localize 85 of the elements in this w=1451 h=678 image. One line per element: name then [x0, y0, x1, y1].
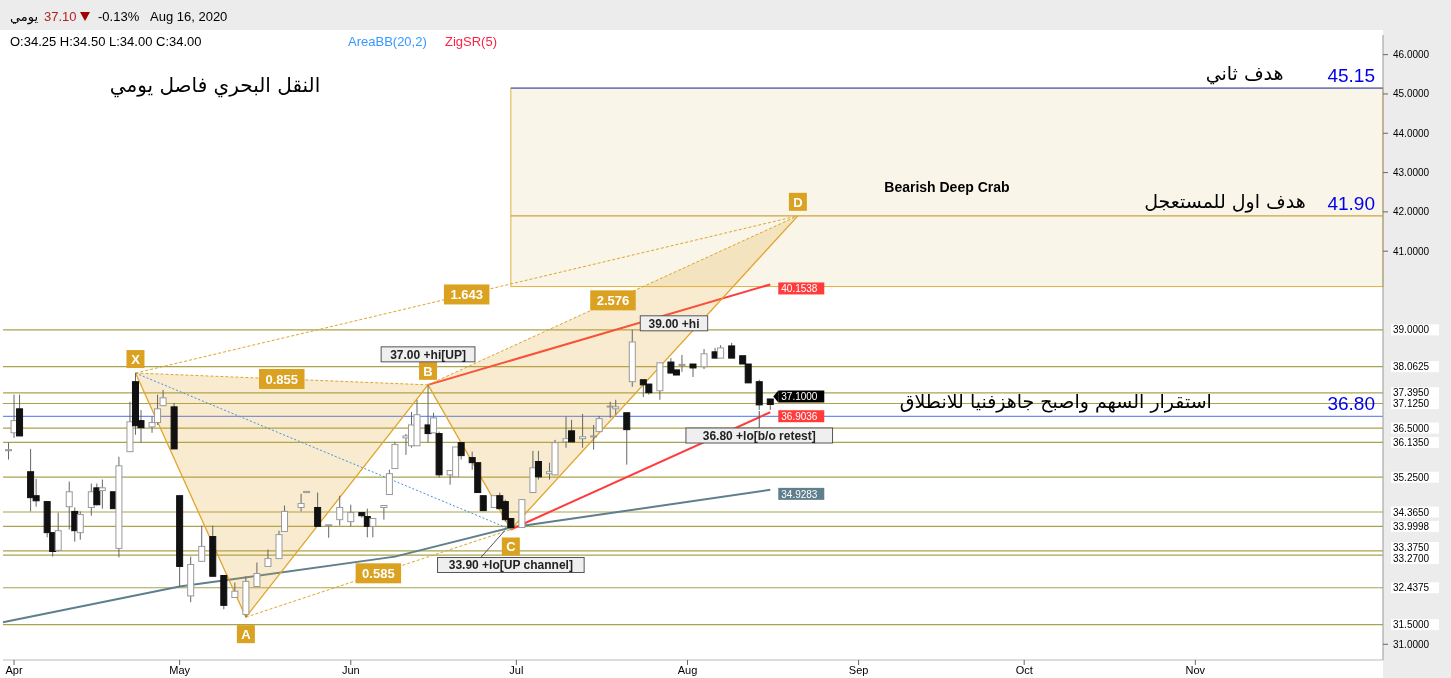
data-label: 40.1538	[781, 283, 818, 295]
x-tick-label: Sep	[848, 664, 869, 676]
annotation: 33.90 +lo[UP channel]	[448, 558, 573, 573]
ref-line-label: 34.3650	[1393, 506, 1430, 518]
candlestick	[391, 441, 399, 470]
annotation: A	[241, 627, 252, 643]
annotation: 2.576	[596, 293, 630, 309]
annotation: 1.643	[450, 287, 483, 303]
candlestick	[264, 549, 272, 567]
x-tick-label: May	[169, 664, 191, 676]
candlestick	[198, 525, 206, 562]
annotation: 37.00 +hi[UP]	[390, 347, 466, 362]
ref-line-label: 38.0625	[1393, 361, 1430, 373]
ref-line-label: 32.4375	[1393, 582, 1430, 594]
ref-line-label: 33.9998	[1393, 520, 1430, 532]
annotation: C	[506, 539, 517, 555]
candlestick	[281, 505, 289, 532]
candlestick	[297, 493, 305, 512]
data-label: 34.9283	[781, 488, 818, 500]
text: النقل البحري فاصل يومي	[109, 73, 321, 98]
text: 37.1000	[781, 391, 818, 403]
y-tick-label: 31.0000	[1393, 638, 1430, 650]
candlestick	[65, 481, 73, 530]
band-label: Bearish Deep Crab	[884, 179, 1010, 196]
candlestick	[76, 510, 84, 541]
ref-line-label: 36.1350	[1393, 436, 1430, 448]
x-tick-label: Jun	[341, 664, 360, 676]
annotation: هدف اول للمستعجل	[1144, 189, 1306, 213]
candlestick	[689, 363, 697, 378]
candlestick	[678, 354, 686, 373]
candlestick	[385, 469, 393, 496]
data-label: 36.9036	[781, 411, 818, 423]
ref-line-label: 36.5000	[1393, 422, 1430, 434]
annotation: O:34.25 H:34.50 L:34.00 C:34.00	[10, 34, 202, 49]
annotation: هدف ثاني	[1205, 62, 1284, 86]
x-tick-label: Oct	[1015, 664, 1033, 676]
annotation: AreaBB(20,2)	[348, 34, 427, 49]
annotation: B	[423, 363, 433, 379]
candlestick	[369, 517, 377, 538]
text: يومي	[10, 9, 39, 25]
candlestick	[336, 495, 344, 527]
y-tick-label: 42.0000	[1393, 206, 1430, 218]
ref-line-label: 37.1250	[1393, 398, 1430, 410]
text: 37.10	[44, 9, 77, 24]
ref-line-label: 37.3950	[1393, 387, 1430, 399]
candlestick	[347, 504, 355, 527]
ref-line-label: 35.2500	[1393, 471, 1430, 483]
candlestick	[325, 524, 333, 539]
candlestick	[98, 479, 106, 510]
candlestick	[380, 505, 388, 521]
ref-line-label: 31.5000	[1393, 619, 1430, 631]
y-tick-label: 43.0000	[1393, 167, 1430, 179]
candlestick	[700, 348, 708, 370]
annotation: X	[131, 352, 141, 368]
y-tick-label: 44.0000	[1393, 127, 1430, 139]
x-tick-label: Aug	[677, 664, 698, 676]
annotation: 39.00 +hi	[648, 316, 700, 331]
ref-line-label: 45.15	[1327, 65, 1375, 87]
candlestick	[314, 492, 322, 527]
candlestick	[424, 384, 432, 444]
annotation: 36.80 +lo[b/o retest]	[702, 429, 816, 443]
candlestick	[755, 379, 763, 411]
line-series	[2, 488, 772, 624]
y-tick-label: 46.0000	[1393, 49, 1430, 61]
annotation: 0.585	[362, 566, 395, 582]
candlestick	[623, 412, 631, 466]
text: Aug 16, 2020	[150, 9, 228, 24]
x-tick-label: Apr	[5, 664, 23, 676]
y-tick-label: 45.0000	[1393, 88, 1430, 100]
text: -0.13%	[98, 9, 140, 24]
ref-line-label: 33.2700	[1393, 552, 1430, 564]
annotation: ZigSR(5)	[445, 34, 498, 49]
candlestick	[579, 413, 587, 449]
candlestick	[54, 512, 62, 553]
ref-line-label: 39.0000	[1393, 324, 1430, 336]
candlestick	[590, 424, 598, 451]
y-tick-label: 41.0000	[1393, 245, 1430, 257]
ref-line-label: 41.90	[1327, 192, 1375, 214]
x-tick-label: Jul	[509, 664, 524, 676]
ref-line-label: 33.3750	[1393, 541, 1430, 553]
x-tick-label: Nov	[1185, 664, 1206, 676]
candlestick	[534, 450, 542, 481]
annotation: 0.855	[265, 371, 299, 387]
candlestick	[253, 562, 261, 587]
annotation: D	[793, 194, 803, 210]
